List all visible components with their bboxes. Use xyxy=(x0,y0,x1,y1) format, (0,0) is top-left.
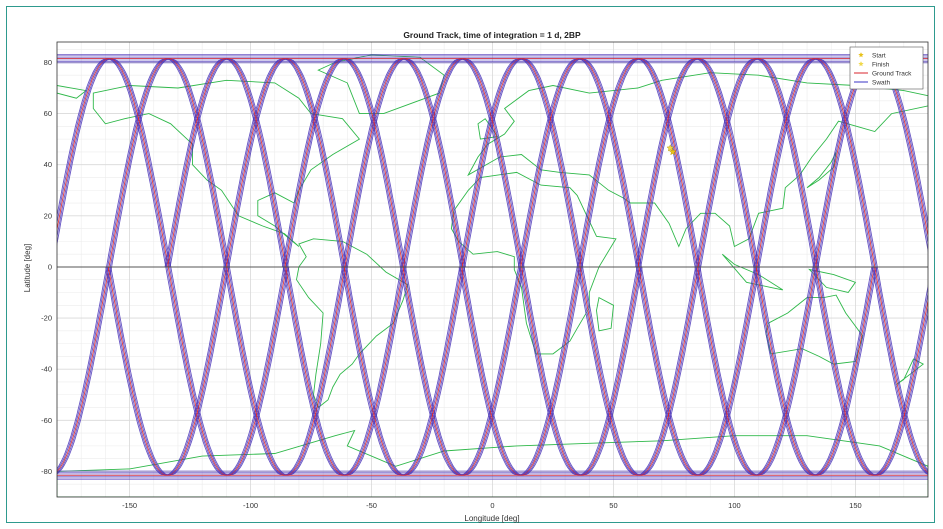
swath-line xyxy=(935,59,943,267)
ground-track-line xyxy=(934,59,943,267)
coastline xyxy=(450,171,617,355)
x-tick-label: 150 xyxy=(849,501,862,510)
legend-label: Finish xyxy=(872,62,890,69)
y-tick-label: 80 xyxy=(44,58,52,67)
legend-label: Start xyxy=(872,53,886,60)
y-tick-label: 0 xyxy=(48,262,52,271)
coastline xyxy=(808,268,857,294)
x-tick-label: -100 xyxy=(243,501,258,510)
y-tick-label: -60 xyxy=(41,416,52,425)
x-tick-label: 100 xyxy=(728,501,741,510)
swath-line xyxy=(875,266,928,473)
swath-line xyxy=(932,59,943,267)
swath-line xyxy=(57,266,107,470)
coastline xyxy=(896,358,925,385)
finish-marker xyxy=(666,144,675,152)
legend: Start Finish Ground Track Swath xyxy=(849,46,924,90)
plot-content xyxy=(57,54,943,497)
y-axis-label: Latitude [deg] xyxy=(23,244,32,292)
y-tick-label: 60 xyxy=(44,109,52,118)
legend-label: Swath xyxy=(872,80,890,87)
swath-line xyxy=(57,266,113,475)
ground-track-line xyxy=(57,266,110,473)
x-axis-label: Longitude [deg] xyxy=(464,514,519,523)
swath-line xyxy=(871,266,928,475)
x-tick-label: 50 xyxy=(609,501,617,510)
y-tick-label: 40 xyxy=(44,160,52,169)
swath-line xyxy=(937,59,943,267)
coastline xyxy=(92,79,361,247)
legend-label: Ground Track xyxy=(872,71,912,78)
coastline xyxy=(57,429,928,497)
swath-line xyxy=(57,266,109,471)
x-tick-label: -150 xyxy=(122,501,137,510)
legend-marker-start xyxy=(858,52,864,58)
x-tick-label: -50 xyxy=(366,501,377,510)
legend-marker-finish xyxy=(858,61,864,67)
coastline xyxy=(596,296,614,332)
y-tick-label: 20 xyxy=(44,211,52,220)
swath-line xyxy=(933,59,943,267)
chart-title: Ground Track, time of integration = 1 d,… xyxy=(403,30,581,40)
swath-line xyxy=(876,266,928,471)
y-tick-label: -40 xyxy=(41,365,52,374)
ground-track-line xyxy=(874,266,928,474)
y-tick-label: -80 xyxy=(41,467,52,476)
y-tick-label: -20 xyxy=(41,314,52,323)
coastline xyxy=(721,253,784,291)
swath-line xyxy=(57,266,111,474)
x-tick-label: 0 xyxy=(490,501,494,510)
coastline xyxy=(296,238,409,409)
coastline xyxy=(477,118,499,140)
axes-box xyxy=(56,41,929,498)
swath-line xyxy=(873,266,928,475)
start-marker xyxy=(668,147,677,156)
